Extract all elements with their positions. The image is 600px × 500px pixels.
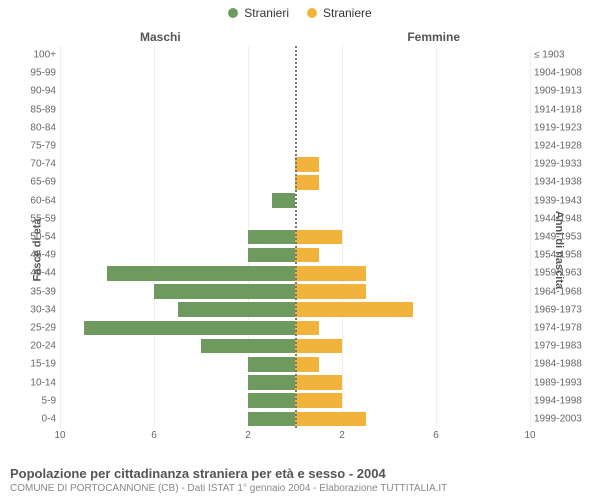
age-label: 100+ — [16, 50, 56, 61]
bar-female — [295, 266, 366, 281]
birth-year-label: 1969-1973 — [534, 304, 596, 315]
bar-female — [295, 230, 342, 245]
bar-male — [201, 339, 295, 354]
bar-male — [248, 357, 295, 372]
x-tick-label: 10 — [54, 430, 65, 441]
birth-year-label: 1984-1988 — [534, 359, 596, 370]
side-header-female: Femmine — [407, 30, 460, 44]
age-label: 55-59 — [16, 213, 56, 224]
age-label: 75-79 — [16, 141, 56, 152]
age-label: 35-39 — [16, 286, 56, 297]
birth-year-label: 1959-1963 — [534, 268, 596, 279]
age-label: 70-74 — [16, 159, 56, 170]
center-line — [295, 46, 297, 428]
bar-male — [248, 248, 295, 263]
footer-title: Popolazione per cittadinanza straniera p… — [10, 466, 590, 481]
legend-item-male: Stranieri — [228, 6, 289, 20]
age-label: 65-69 — [16, 177, 56, 188]
birth-year-label: 1914-1918 — [534, 104, 596, 115]
bar-male — [272, 193, 296, 208]
birth-year-label: 1909-1913 — [534, 86, 596, 97]
gridline — [530, 46, 531, 428]
bar-male — [248, 230, 295, 245]
legend-label-female: Straniere — [323, 6, 372, 20]
bar-female — [295, 248, 319, 263]
bar-male — [107, 266, 295, 281]
birth-year-label: 1939-1943 — [534, 195, 596, 206]
birth-year-label: 1994-1998 — [534, 395, 596, 406]
age-label: 95-99 — [16, 68, 56, 79]
birth-year-label: 1919-1923 — [534, 122, 596, 133]
birth-year-label: ≤ 1903 — [534, 50, 596, 61]
population-pyramid-chart: Stranieri Straniere Maschi Femmine Fasce… — [0, 0, 600, 500]
birth-year-label: 1979-1983 — [534, 341, 596, 352]
age-label: 25-29 — [16, 322, 56, 333]
birth-year-label: 1924-1928 — [534, 141, 596, 152]
age-label: 10-14 — [16, 377, 56, 388]
legend-item-female: Straniere — [307, 6, 372, 20]
age-label: 85-89 — [16, 104, 56, 115]
birth-year-label: 1999-2003 — [534, 413, 596, 424]
age-label: 5-9 — [16, 395, 56, 406]
bar-female — [295, 321, 319, 336]
x-tick-label: 10 — [524, 430, 535, 441]
legend-label-male: Stranieri — [244, 6, 289, 20]
age-label: 15-19 — [16, 359, 56, 370]
age-label: 90-94 — [16, 86, 56, 97]
bar-male — [154, 284, 295, 299]
bar-female — [295, 375, 342, 390]
bar-female — [295, 284, 366, 299]
age-label: 45-49 — [16, 250, 56, 261]
birth-year-label: 1944-1948 — [534, 213, 596, 224]
footer-subtitle: COMUNE DI PORTOCANNONE (CB) - Dati ISTAT… — [10, 483, 590, 494]
birth-year-label: 1904-1908 — [534, 68, 596, 79]
bar-male — [84, 321, 296, 336]
legend: Stranieri Straniere — [0, 6, 600, 20]
birth-year-label: 1934-1938 — [534, 177, 596, 188]
birth-year-label: 1989-1993 — [534, 377, 596, 388]
age-label: 20-24 — [16, 341, 56, 352]
bar-male — [248, 375, 295, 390]
x-tick-label: 2 — [339, 430, 345, 441]
x-tick-label: 6 — [151, 430, 157, 441]
chart-footer: Popolazione per cittadinanza straniera p… — [10, 466, 590, 494]
age-label: 0-4 — [16, 413, 56, 424]
x-tick-label: 2 — [245, 430, 251, 441]
x-tick-label: 6 — [433, 430, 439, 441]
legend-swatch-male — [228, 8, 238, 18]
bar-female — [295, 357, 319, 372]
side-header-male: Maschi — [140, 30, 181, 44]
bar-female — [295, 175, 319, 190]
x-axis: 10622610 — [60, 430, 530, 444]
bar-female — [295, 412, 366, 427]
bar-male — [248, 393, 295, 408]
bar-female — [295, 157, 319, 172]
age-label: 50-54 — [16, 231, 56, 242]
bar-female — [295, 393, 342, 408]
birth-year-label: 1949-1953 — [534, 231, 596, 242]
bar-female — [295, 302, 413, 317]
age-label: 80-84 — [16, 122, 56, 133]
age-label: 30-34 — [16, 304, 56, 315]
birth-year-label: 1929-1933 — [534, 159, 596, 170]
bar-male — [178, 302, 296, 317]
legend-swatch-female — [307, 8, 317, 18]
birth-year-label: 1964-1968 — [534, 286, 596, 297]
plot-area: 100+≤ 190395-991904-190890-941909-191385… — [60, 46, 530, 428]
age-label: 60-64 — [16, 195, 56, 206]
birth-year-label: 1974-1978 — [534, 322, 596, 333]
age-label: 40-44 — [16, 268, 56, 279]
bar-female — [295, 339, 342, 354]
bar-male — [248, 412, 295, 427]
birth-year-label: 1954-1958 — [534, 250, 596, 261]
